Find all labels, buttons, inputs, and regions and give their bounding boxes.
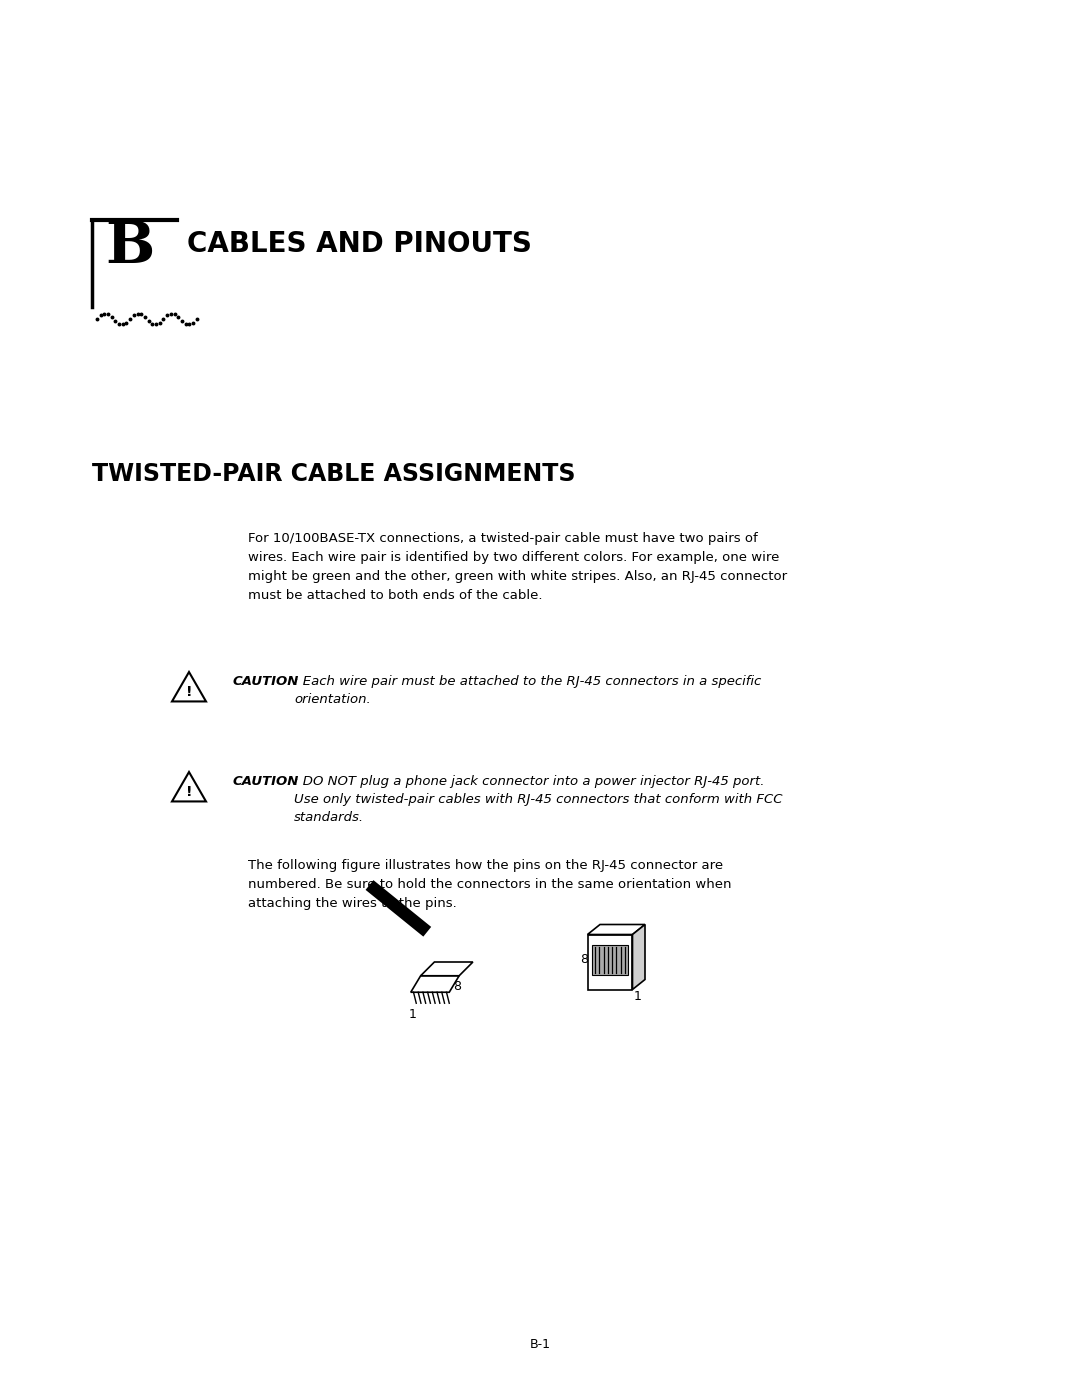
Text: For 10/100BASE-TX connections, a twisted-pair cable must have two pairs of
wires: For 10/100BASE-TX connections, a twisted… xyxy=(248,532,787,602)
Text: 8: 8 xyxy=(454,981,461,993)
Polygon shape xyxy=(633,925,645,989)
Text: The following figure illustrates how the pins on the RJ-45 connector are
numbere: The following figure illustrates how the… xyxy=(248,859,732,909)
Text: !: ! xyxy=(186,785,192,799)
Text: TWISTED-PAIR CABLE ASSIGNMENTS: TWISTED-PAIR CABLE ASSIGNMENTS xyxy=(92,462,576,486)
Text: CAUTION: CAUTION xyxy=(232,675,298,687)
Text: 1: 1 xyxy=(634,990,642,1003)
Text: 8: 8 xyxy=(581,953,589,965)
Text: CABLES AND PINOUTS: CABLES AND PINOUTS xyxy=(187,229,531,257)
Polygon shape xyxy=(592,944,627,975)
Polygon shape xyxy=(410,975,459,992)
Polygon shape xyxy=(588,925,645,935)
Text: : Each wire pair must be attached to the RJ-45 connectors in a specific
orientat: : Each wire pair must be attached to the… xyxy=(294,675,761,705)
Text: : DO NOT plug a phone jack connector into a power injector RJ-45 port.
Use only : : DO NOT plug a phone jack connector int… xyxy=(294,775,783,824)
Text: 1: 1 xyxy=(408,1007,416,1021)
Polygon shape xyxy=(588,935,633,989)
Polygon shape xyxy=(420,963,473,975)
Text: B: B xyxy=(105,218,154,274)
Text: B-1: B-1 xyxy=(529,1338,551,1351)
Text: CAUTION: CAUTION xyxy=(232,775,298,788)
Text: !: ! xyxy=(186,685,192,698)
